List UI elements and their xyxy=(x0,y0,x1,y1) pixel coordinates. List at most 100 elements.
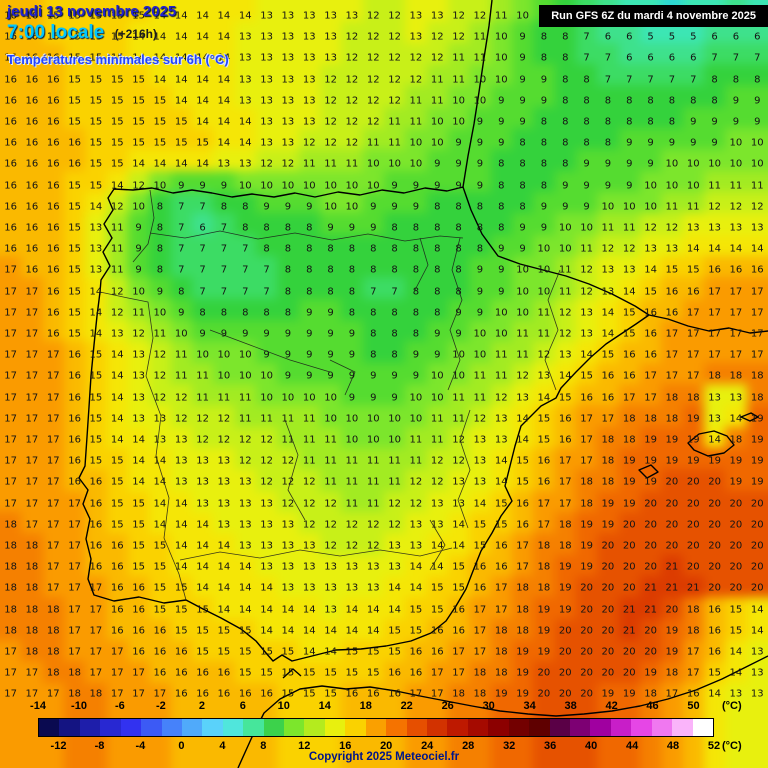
temp-value: 16 xyxy=(68,476,81,488)
bg-cell xyxy=(597,149,620,172)
temp-value: 10 xyxy=(537,243,551,255)
bg-cell xyxy=(21,149,44,172)
bg-cell xyxy=(725,85,748,108)
temp-value: 10 xyxy=(558,222,572,234)
temp-value: 15 xyxy=(89,370,103,382)
temp-value: 9 xyxy=(583,158,590,170)
bg-cell xyxy=(0,106,23,129)
temp-value: 18 xyxy=(25,582,39,594)
bg-cell xyxy=(42,64,65,87)
temp-value: 18 xyxy=(601,455,615,467)
temp-value: 16 xyxy=(537,476,551,488)
temp-value: 10 xyxy=(409,158,423,170)
bg-cell xyxy=(448,234,471,257)
bg-cell xyxy=(490,256,513,279)
temp-value: 8 xyxy=(156,243,164,255)
bg-cell xyxy=(682,234,705,257)
temp-value: 13 xyxy=(174,455,188,467)
bg-cell xyxy=(384,149,407,172)
bg-cell xyxy=(405,64,428,87)
temp-value: 8 xyxy=(412,243,420,255)
temp-value: 16 xyxy=(708,604,721,616)
temp-value: 20 xyxy=(622,582,636,594)
temp-value: 13 xyxy=(260,95,273,107)
temp-value: 6 xyxy=(732,31,740,43)
temp-value: 9 xyxy=(498,95,505,107)
legend-segment xyxy=(631,719,652,736)
bg-cell xyxy=(618,234,641,257)
temp-value: 19 xyxy=(686,434,700,446)
temp-value: 19 xyxy=(750,434,764,446)
temp-value: 8 xyxy=(540,116,548,128)
temp-value: 16 xyxy=(558,434,572,446)
bg-cell xyxy=(426,85,449,108)
temp-value: 18 xyxy=(750,370,764,382)
temp-value: 11 xyxy=(430,413,444,425)
temp-value: 15 xyxy=(345,646,359,658)
temp-value: 16 xyxy=(46,137,60,149)
temp-value: 19 xyxy=(750,455,764,467)
temp-value: 9 xyxy=(754,95,761,107)
temp-value: 13 xyxy=(196,476,209,488)
temp-value: 17 xyxy=(4,434,17,446)
temp-value: 14 xyxy=(260,582,273,594)
bg-cell xyxy=(576,42,599,65)
bg-cell xyxy=(106,64,129,87)
bg-cell xyxy=(469,21,492,44)
temp-value: 8 xyxy=(370,307,377,319)
temp-value: 18 xyxy=(580,498,593,510)
temp-value: 17 xyxy=(89,582,103,594)
temp-value: 16 xyxy=(25,158,39,170)
bg-cell xyxy=(277,170,300,193)
bg-cell xyxy=(618,106,641,129)
temp-value: 10 xyxy=(494,328,508,340)
temp-value: 10 xyxy=(580,222,593,234)
bg-cell xyxy=(85,234,108,257)
bg-cell xyxy=(512,256,535,279)
temp-value: 14 xyxy=(622,286,636,298)
temp-value: 17 xyxy=(729,286,743,298)
temp-value: 14 xyxy=(750,625,764,637)
temp-value: 8 xyxy=(476,201,484,213)
temp-value: 11 xyxy=(537,328,551,340)
temp-value: 13 xyxy=(132,392,145,404)
temp-value: 16 xyxy=(46,158,60,170)
bg-cell xyxy=(64,128,87,151)
legend-tick-label: 32 xyxy=(503,740,516,752)
bg-cell xyxy=(618,85,641,108)
temp-value: 15 xyxy=(89,455,103,467)
bg-cell xyxy=(618,213,641,236)
temp-value: 7 xyxy=(583,52,590,64)
temp-value: 13 xyxy=(302,116,316,128)
temp-value: 17 xyxy=(750,307,764,319)
temp-value: 16 xyxy=(68,392,81,404)
temp-value: 12 xyxy=(644,222,657,234)
temp-value: 8 xyxy=(583,137,590,149)
bg-cell xyxy=(490,0,513,23)
temp-value: 8 xyxy=(156,264,164,276)
temp-value: 17 xyxy=(516,561,529,573)
temp-value: 15 xyxy=(729,604,743,616)
temp-value: 7 xyxy=(178,243,185,255)
bg-cell xyxy=(85,170,108,193)
temp-value: 7 xyxy=(732,52,740,64)
temp-value: 19 xyxy=(537,625,551,637)
temp-value: 16 xyxy=(25,116,39,128)
temp-value: 13 xyxy=(302,52,316,64)
temp-value: 20 xyxy=(708,582,721,594)
temp-value: 12 xyxy=(729,201,743,213)
temp-value: 18 xyxy=(686,392,700,404)
temp-value: 10 xyxy=(452,349,465,361)
temp-value: 19 xyxy=(665,646,679,658)
temp-value: 8 xyxy=(604,137,612,149)
temp-value: 8 xyxy=(220,201,228,213)
bg-cell xyxy=(149,213,172,236)
temp-value: 10 xyxy=(516,10,529,22)
temp-value: 8 xyxy=(327,264,334,276)
temp-value: 8 xyxy=(498,158,505,170)
bg-cell xyxy=(0,192,23,215)
bg-cell xyxy=(554,106,577,129)
temp-value: 14 xyxy=(430,561,444,573)
bg-cell xyxy=(106,42,129,65)
